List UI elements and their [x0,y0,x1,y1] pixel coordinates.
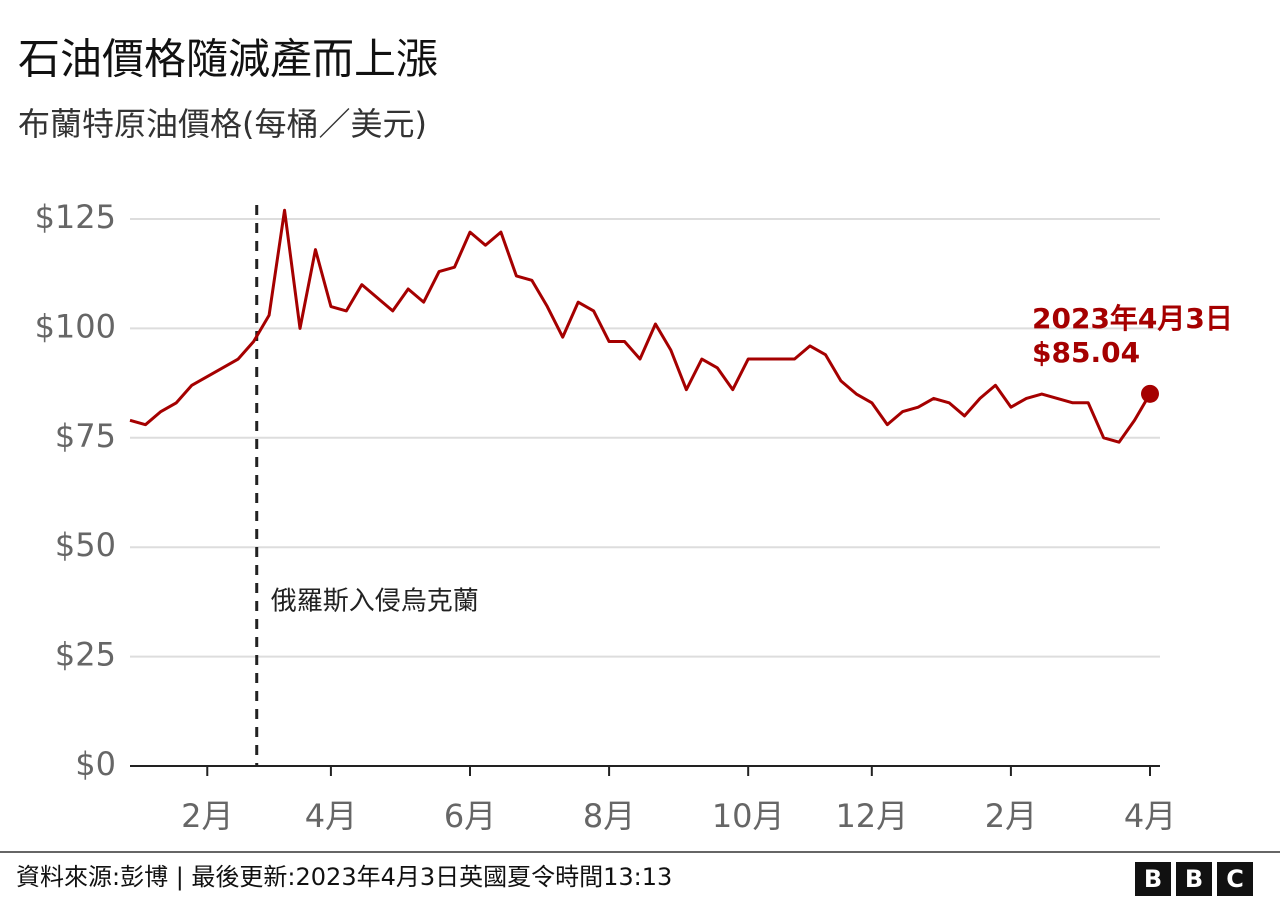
end-date-label: 2023年4月3日 [1032,302,1233,335]
x-tick-label: 4月 [305,797,357,835]
y-tick-label: $0 [75,745,116,783]
source: 資料來源:彭博 | 最後更新:2023年4月3日英國夏令時間13:13 [16,863,672,891]
y-tick-label: $25 [55,636,116,674]
x-tick-label: 8月 [583,797,635,835]
x-tick-label: 2月 [985,797,1037,835]
y-tick-label: $100 [35,307,116,345]
end-point [1141,384,1159,403]
y-tick-label: $125 [35,198,116,236]
x-tick-label: 6月 [444,797,496,835]
x-tick-label: 10月 [712,797,785,835]
chart-subtitle: 布蘭特原油價格(每桶／美元) [18,105,427,143]
logo-letter: B [1185,865,1203,893]
logo-letter: C [1226,865,1244,893]
logo-box [1135,862,1171,896]
logo-letter: B [1144,865,1162,893]
event-label: 俄羅斯入侵烏克蘭 [271,587,479,617]
logo-box [1217,862,1253,896]
x-tick-label: 4月 [1124,797,1176,835]
y-tick-label: $75 [55,417,116,455]
value-label: $85.04 [1032,336,1140,369]
logo-box [1176,862,1212,896]
y-tick-label: $50 [55,526,116,564]
chart-title: 石油價格隨減產而上漲 [18,35,438,84]
price-line [129,208,1152,444]
x-tick-label: 12月 [835,797,908,835]
x-tick-label: 2月 [181,797,233,835]
